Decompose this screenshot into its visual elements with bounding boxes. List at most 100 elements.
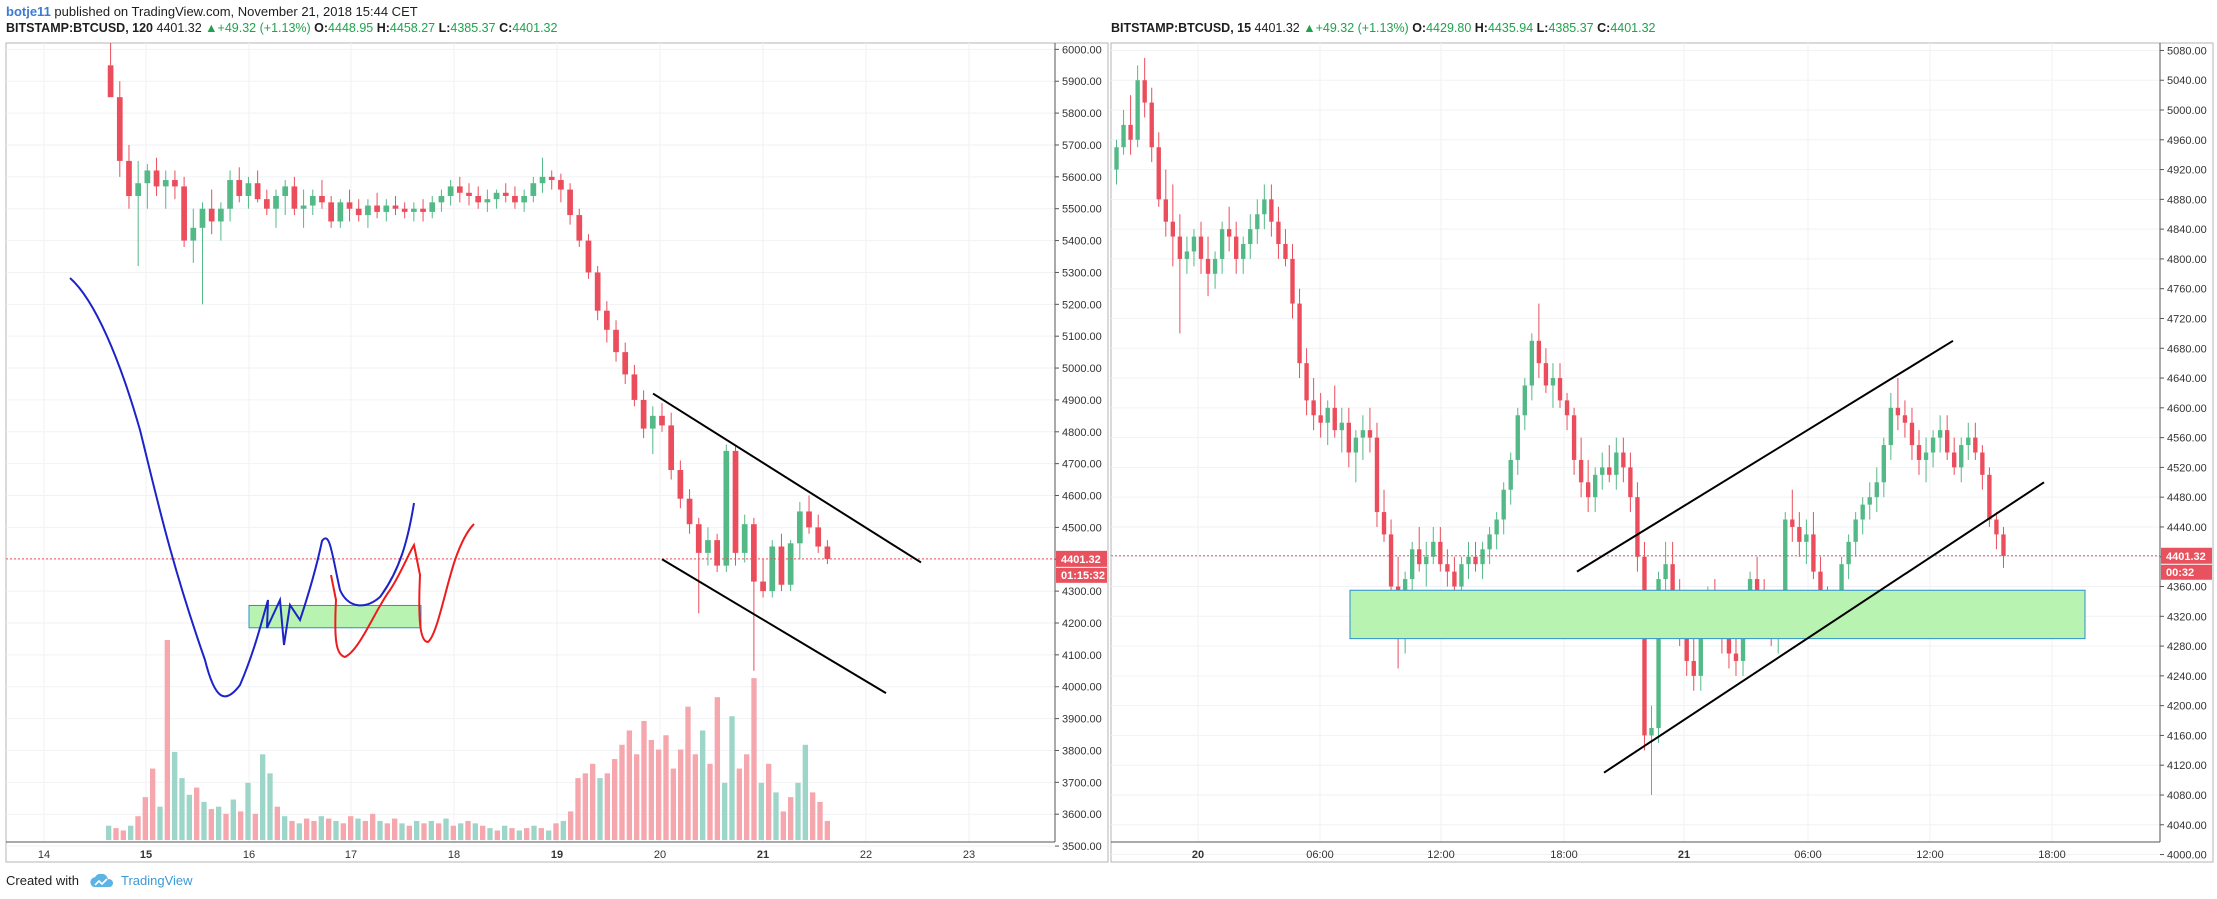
right-candle-body [1360,430,1366,438]
left-symbol: BITSTAMP:BTCUSD [6,21,126,35]
left-candle-body [411,208,417,212]
left-volume-bar [509,828,515,840]
left-x-tick-label: 16 [243,849,255,861]
right-candle-body [1543,363,1549,386]
right-candle-body [1487,534,1492,550]
right-candle-body [1353,437,1359,453]
right-y-tick-label: 4240.00 [2167,671,2207,683]
left-x-tick-label: 17 [345,849,357,861]
left-volume-bar [707,763,713,840]
right-candle-body [1466,556,1471,565]
right-candle-body [1698,623,1703,676]
left-y-tick-label: 5800.00 [1062,108,1102,120]
left-volume-bar [252,813,258,840]
right-candle-body [1452,571,1457,587]
right-candle-body [1381,512,1387,535]
tradingview-cloud-icon [90,873,113,887]
right-y-tick-label: 4080.00 [2167,790,2207,802]
left-candle-body [135,183,142,196]
left-candle-body [218,208,224,222]
left-volume-bar [663,735,669,840]
left-volume-bar [392,818,398,840]
right-y-tick-label: 4200.00 [2167,701,2207,713]
left-last-price: 4401.32 [156,21,202,35]
left-volume-bar [135,816,141,840]
right-candle-body [1177,236,1183,259]
left-candle-body [107,65,114,98]
left-volume-bar [450,825,456,840]
right-chart[interactable]: 5080.00 5040.00 5000.00 4960.00 4920.00 4880.… [1110,42,2214,863]
left-candle-body [686,498,693,525]
left-candle-body [824,546,831,559]
left-y-tick-label: 6000.00 [1062,44,1102,56]
left-candle-body [300,205,307,209]
right-candle-body [1480,549,1485,565]
right-high: 4435.94 [1487,21,1534,35]
left-volume-bar [120,830,126,840]
left-volume-bar [340,823,346,840]
left-volume-bar [458,823,464,840]
left-candle-body [567,189,573,216]
left-volume-bar [773,792,779,840]
left-volume-bar [443,818,449,840]
left-hand-drawn-red-curve [330,523,475,659]
left-candle-body [530,183,537,196]
left-candle-body [328,202,335,222]
left-candle-body [282,186,289,196]
left-candle-body [456,186,463,193]
left-candle-body [512,195,518,203]
left-volume-bar [223,813,229,840]
right-y-tick-label: 4560.00 [2167,433,2207,445]
left-candle-body [227,180,233,209]
tradingview-brand[interactable]: TradingView [120,873,193,888]
left-y-tick-label: 3500.00 [1062,841,1102,853]
left-candle-body [254,183,261,200]
left-volume-bar [480,825,486,840]
left-candle-body [576,215,583,241]
right-candle-body [1635,497,1640,557]
right-y-tick-label: 4040.00 [2167,820,2207,832]
right-candle-body [1578,459,1584,483]
right-x-tick-label: 12:00 [1916,849,1944,861]
right-y-tick-label: 4960.00 [2167,135,2207,147]
left-volume-bar [736,768,742,840]
right-x-tick-label: 20 [1192,849,1204,861]
right-candle-body [1614,452,1619,475]
left-x-tick-label: 20 [654,849,666,861]
left-chart[interactable]: 6000.00 5900.00 5800.00 5700.00 5600.00 5500.… [5,42,1109,863]
right-countdown: 00:32 [2166,567,2194,579]
right-channel-upper-line [1576,339,1954,573]
left-volume-bar [788,797,794,840]
left-candle-body [714,540,720,566]
right-y-tick-label: 5080.00 [2167,45,2207,57]
left-countdown: 01:15:32 [1061,570,1105,582]
right-y-tick-label: 4880.00 [2167,194,2207,206]
publication-text: published on TradingView.com, November 2… [54,4,418,19]
left-volume-bar [348,816,354,840]
right-candle-body [1846,541,1851,565]
right-candle-body [1501,489,1506,520]
left-candle-body [613,329,619,353]
right-candle-body [1930,437,1936,453]
left-y-tick-label: 5700.00 [1062,140,1102,152]
right-candle-body [1564,400,1570,416]
right-candle-body [1902,415,1908,423]
left-volume-bar [230,799,236,840]
left-volume-bar [267,773,273,840]
right-candle-body [1191,236,1197,252]
publisher-username[interactable]: botje11 [6,4,51,19]
left-volume-bar [751,678,757,840]
left-volume-bar [406,825,412,840]
right-candle-body [1459,564,1464,587]
right-y-tick-label: 4840.00 [2167,224,2207,236]
left-volume-bar [274,806,280,840]
right-candle-body [1600,467,1605,475]
right-candle-body [1571,415,1577,460]
left-candle-body [181,186,187,241]
right-candle-body [1839,564,1844,602]
left-candle-body [438,195,445,203]
left-change: +49.32 (+1.13%) [217,21,311,35]
right-candle-body [1269,199,1274,222]
left-volume-bar [289,820,295,840]
